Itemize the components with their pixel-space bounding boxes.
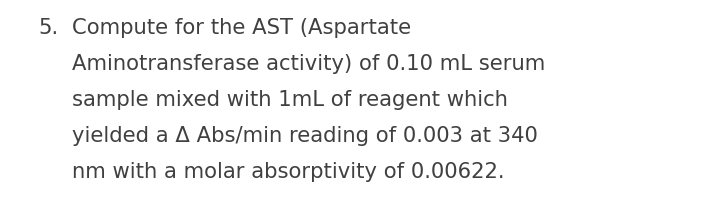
Text: Aminotransferase activity) of 0.10 mL serum: Aminotransferase activity) of 0.10 mL se…	[72, 54, 545, 74]
Text: yielded a Δ Abs/min reading of 0.003 at 340: yielded a Δ Abs/min reading of 0.003 at …	[72, 126, 538, 146]
Text: nm with a molar absorptivity of 0.00622.: nm with a molar absorptivity of 0.00622.	[72, 162, 505, 182]
Text: Compute for the AST (Aspartate: Compute for the AST (Aspartate	[72, 18, 411, 38]
Text: sample mixed with 1mL of reagent which: sample mixed with 1mL of reagent which	[72, 90, 508, 110]
Text: 5.: 5.	[38, 18, 58, 38]
